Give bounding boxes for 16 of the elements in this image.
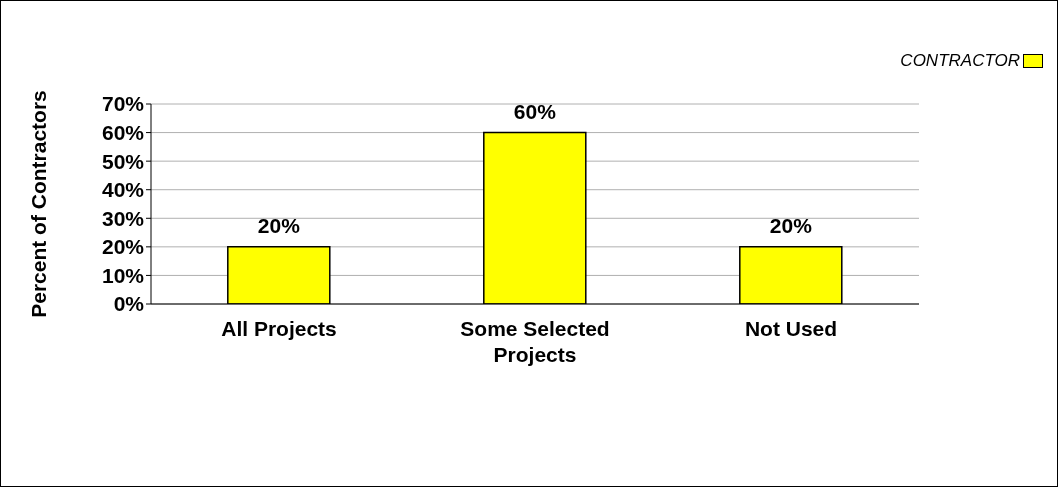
data-label: 60%	[513, 99, 557, 123]
x-tick-label: Some Selected Projects	[460, 317, 610, 366]
legend-label: CONTRACTOR	[900, 51, 1020, 71]
data-label: 20%	[257, 213, 301, 237]
y-axis-title: Percent of Contractors	[27, 90, 51, 318]
y-tick-label: 0%	[113, 292, 145, 316]
x-tick-label: Not Used	[744, 317, 838, 340]
y-tick-label: 30%	[101, 206, 145, 230]
y-tick-label: 40%	[101, 178, 145, 202]
y-tick-label: 50%	[101, 149, 145, 173]
y-tick-label: 60%	[101, 121, 145, 145]
y-tick-label: 20%	[101, 235, 145, 259]
data-label: 20%	[769, 213, 813, 237]
x-tick-label: All Projects	[221, 317, 337, 340]
y-tick-label: 70%	[101, 92, 145, 116]
y-tick-label: 10%	[101, 263, 145, 287]
